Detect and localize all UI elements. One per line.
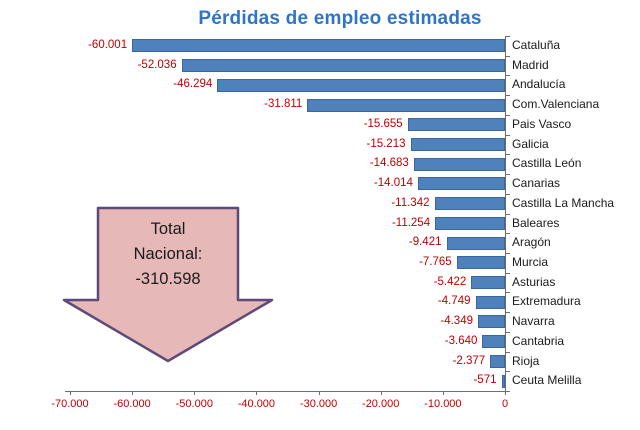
annotation-line-2: Nacional:: [133, 245, 203, 263]
bar: [475, 295, 505, 309]
bar: [217, 78, 505, 92]
annotation-text: Total Nacional: -310.598: [62, 217, 274, 292]
bar: [501, 374, 505, 388]
bar: [434, 197, 505, 211]
bar: [307, 98, 505, 112]
bar: [413, 157, 505, 171]
value-axis-tick: [505, 391, 506, 395]
value-axis-tick: [380, 391, 382, 395]
category-axis-tick: [505, 292, 510, 294]
category-label: Andalucía: [512, 77, 566, 92]
category-label: Extremadura: [512, 294, 581, 309]
value-label: -14.683: [369, 157, 409, 170]
value-label: -4.349: [440, 315, 473, 328]
category-axis-tick: [505, 391, 510, 392]
category-axis-tick: [505, 55, 510, 57]
annotation-line-1: Total: [150, 220, 186, 238]
bar: [407, 118, 505, 132]
value-axis-tick: [70, 391, 71, 395]
x-axis-label: -60.000: [113, 398, 151, 410]
category-axis-tick: [505, 193, 510, 195]
category-axis-tick: [505, 233, 510, 235]
x-axis-label: -50.000: [175, 398, 213, 410]
category-label: Baleares: [512, 215, 560, 230]
category-label: Murcia: [512, 254, 549, 269]
bar: [435, 216, 505, 230]
category-label: Galicia: [512, 136, 549, 151]
value-label: -60.001: [88, 39, 128, 51]
bar: [132, 39, 505, 53]
value-label: -3.640: [444, 334, 478, 347]
value-label: -15.655: [363, 117, 403, 130]
category-axis-tick: [505, 174, 510, 175]
category-axis-tick: [505, 75, 510, 77]
x-axis-label: -20.000: [362, 398, 400, 410]
category-axis-tick: [505, 371, 510, 373]
value-label: -571: [473, 374, 497, 387]
category-axis-tick: [505, 213, 510, 215]
category-label: Asturias: [512, 274, 556, 289]
category-axis-tick: [505, 252, 510, 254]
category-axis-tick: [505, 95, 510, 97]
bar: [410, 138, 505, 151]
category-axis-tick: [505, 331, 510, 333]
category-label: Ceuta Melilla: [512, 373, 582, 388]
bar: [417, 177, 505, 191]
value-label: -15.213: [366, 137, 406, 150]
value-axis-tick: [132, 391, 134, 395]
bar: [478, 315, 505, 329]
category-label: Navarra: [512, 314, 555, 329]
category-label: Aragón: [512, 235, 551, 250]
value-label: -2.377: [452, 354, 486, 367]
category-axis-tick: [505, 134, 510, 136]
bar: [471, 276, 505, 289]
value-axis-tick: [194, 391, 196, 395]
category-axis-tick: [505, 114, 510, 116]
x-axis-label: -30.000: [299, 398, 338, 410]
value-axis-tick: [256, 391, 258, 395]
total-annotation: Total Nacional: -310.598: [62, 204, 274, 364]
value-label: -4.749: [437, 295, 471, 308]
value-label: -31.811: [264, 98, 303, 111]
x-axis-label: -70.000: [51, 398, 89, 410]
category-axis-tick: [505, 154, 510, 156]
bar: [181, 59, 505, 73]
value-axis-line: [65, 391, 505, 392]
bar: [482, 335, 505, 349]
category-label: Rioja: [512, 353, 540, 368]
value-label: -7.765: [419, 255, 452, 268]
value-label: -52.036: [137, 58, 177, 71]
category-axis-tick: [505, 351, 510, 353]
bar: [490, 354, 505, 368]
category-axis-tick: [505, 272, 510, 274]
x-axis-label: -40.000: [237, 398, 276, 410]
bar: [456, 256, 505, 270]
bar: [446, 236, 505, 250]
category-label: Cantabria: [512, 333, 565, 348]
category-label: Pais Vasco: [512, 116, 572, 131]
value-axis-tick: [442, 391, 444, 395]
value-label: -9.421: [408, 236, 442, 249]
category-label: Canarias: [512, 176, 561, 190]
value-label: -46.294: [173, 78, 213, 91]
value-label: -11.254: [391, 216, 431, 229]
value-label: -11.342: [391, 196, 430, 209]
category-label: Cataluña: [512, 38, 561, 52]
x-axis-label: 0: [501, 398, 509, 410]
chart-title: Pérdidas de empleo estimadas: [198, 8, 482, 29]
category-axis-tick: [505, 312, 510, 314]
category-axis-tick: [505, 36, 510, 37]
annotation-line-3: -310.598: [135, 270, 201, 288]
value-axis-tick: [318, 391, 320, 395]
down-arrow-icon: [62, 206, 274, 363]
category-label: Madrid: [512, 57, 549, 72]
value-label: -14.014: [373, 177, 413, 189]
category-label: Castilla La Mancha: [512, 195, 615, 210]
category-label: Com.Valenciana: [512, 97, 600, 112]
x-axis-label: -10.000: [424, 398, 462, 410]
value-label: -5.422: [433, 275, 467, 288]
category-label: Castilla León: [512, 156, 582, 171]
